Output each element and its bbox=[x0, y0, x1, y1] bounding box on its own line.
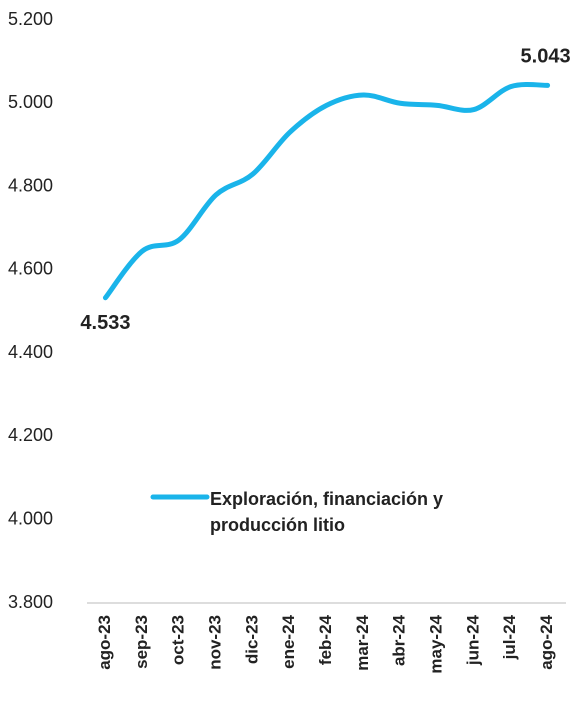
x-tick-label: jun-24 bbox=[463, 614, 482, 666]
x-tick-label: sep-23 bbox=[132, 615, 151, 669]
y-tick-label: 4.000 bbox=[8, 508, 53, 528]
y-tick-label: 4.400 bbox=[8, 342, 53, 362]
x-tick-label: jul-24 bbox=[500, 614, 519, 660]
data-label: 5.043 bbox=[521, 46, 571, 68]
y-tick-label: 3.800 bbox=[8, 592, 53, 612]
y-tick-label: 5.200 bbox=[8, 9, 53, 29]
data-label: 4.533 bbox=[80, 312, 130, 334]
x-tick-label: ago-23 bbox=[95, 615, 114, 670]
x-tick-label: feb-24 bbox=[316, 614, 335, 665]
x-tick-label: nov-23 bbox=[205, 615, 224, 670]
y-tick-label: 4.600 bbox=[8, 259, 53, 279]
legend-label: Exploración, financiación y producción l… bbox=[210, 489, 444, 535]
x-tick-label: may-24 bbox=[427, 614, 446, 673]
y-tick-label: 4.200 bbox=[8, 425, 53, 445]
y-tick-label: 5.000 bbox=[8, 92, 53, 112]
y-tick-label: 4.800 bbox=[8, 175, 53, 195]
x-tick-label: ago-24 bbox=[537, 614, 556, 669]
x-tick-label: oct-23 bbox=[169, 615, 188, 665]
x-tick-label: ene-24 bbox=[279, 614, 298, 668]
x-tick-label: mar-24 bbox=[353, 614, 372, 670]
x-tick-label: dic-23 bbox=[242, 615, 261, 664]
x-tick-label: abr-24 bbox=[390, 614, 409, 666]
series-line bbox=[102, 82, 551, 301]
